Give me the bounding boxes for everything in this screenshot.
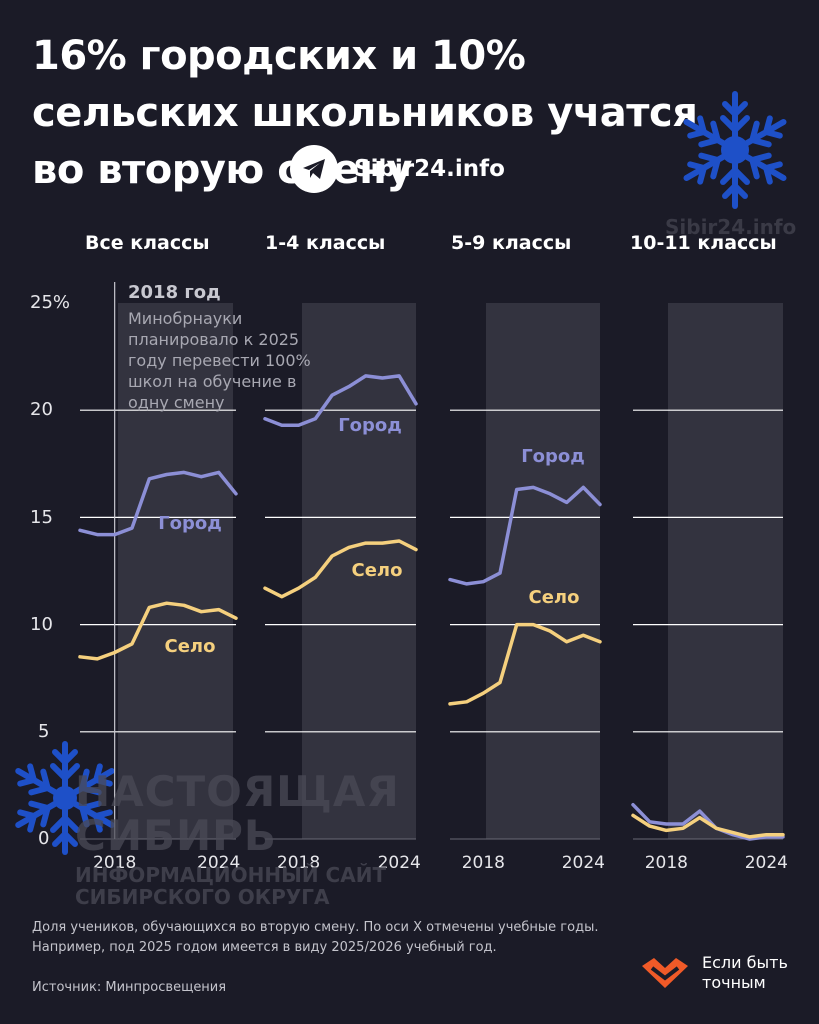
shaded-region bbox=[486, 303, 600, 839]
series-line-village bbox=[263, 539, 418, 599]
telegram-icon bbox=[290, 145, 338, 193]
series-label-city: Город bbox=[338, 415, 402, 436]
series-label-city: Город bbox=[521, 446, 585, 467]
series-label-village: Село bbox=[352, 560, 403, 581]
y-tick-10: 10 bbox=[30, 614, 53, 635]
panel-title-all: Все классы bbox=[85, 232, 210, 254]
y-tick-0: 0 bbox=[38, 828, 50, 849]
snowflake-icon bbox=[5, 741, 125, 858]
y-tick-5: 5 bbox=[38, 721, 50, 742]
watermark-line4: СИБИРСКОГО ОКРУГА bbox=[75, 885, 330, 909]
series-line-city bbox=[263, 374, 418, 427]
annotation-year: 2018 год bbox=[128, 282, 221, 303]
x-tick-label: 2024 bbox=[197, 853, 240, 873]
series-line-village bbox=[631, 813, 785, 839]
watermark-line1: НАСТОЯЩАЯ bbox=[75, 767, 400, 816]
y-tick-20: 20 bbox=[30, 399, 53, 420]
chart-title: 16% городских и 10% сельских школьников … bbox=[32, 33, 698, 193]
y-tick-25: 25% bbox=[30, 292, 71, 313]
panel-title-10-11: 10-11 классы bbox=[630, 232, 777, 254]
snowflake-icon bbox=[670, 91, 800, 210]
x-tick-label: 2024 bbox=[745, 853, 788, 873]
panel-title-1-4: 1-4 классы bbox=[265, 232, 386, 254]
brand[interactable]: Sibir24.info bbox=[290, 145, 505, 193]
series-line-city bbox=[448, 485, 602, 586]
annotation-text: Минобрнауки планировало к 2025 году пере… bbox=[128, 309, 311, 412]
x-tick-label: 2018 bbox=[277, 853, 320, 873]
source: Источник: Минпросвещения bbox=[32, 980, 227, 995]
series-label-village: Село bbox=[165, 636, 216, 657]
x-tick-label: 2018 bbox=[93, 853, 136, 873]
watermark-line2: СИБИРЬ bbox=[75, 811, 277, 860]
shaded-region bbox=[668, 303, 783, 839]
x-tick-label: 2024 bbox=[378, 853, 421, 873]
brand-watermark: Sibir24.info bbox=[665, 215, 797, 239]
footnote: Доля учеников, обучающихся во вторую сме… bbox=[32, 920, 599, 955]
series-label-city: Город bbox=[158, 513, 222, 534]
x-tick-label: 2024 bbox=[562, 853, 605, 873]
shaded-region bbox=[118, 303, 233, 839]
series-line-village bbox=[448, 622, 602, 706]
watermark: НАСТОЯЩАЯ СИБИРЬ ИНФОРМАЦИОННЫЙ САЙТ СИБ… bbox=[75, 767, 400, 909]
series-line-city bbox=[78, 470, 238, 537]
logo2-text: Если быть точным bbox=[702, 953, 788, 992]
brand-name: Sibir24.info bbox=[354, 156, 505, 182]
x-tick-label: 2018 bbox=[645, 853, 688, 873]
watermark-line3: ИНФОРМАЦИОННЫЙ САЙТ bbox=[75, 863, 387, 887]
panel-title-5-9: 5-9 классы bbox=[451, 232, 572, 254]
series-line-village bbox=[78, 601, 238, 661]
series-line-city bbox=[631, 802, 785, 841]
heart-chevron-icon bbox=[642, 958, 688, 988]
y-tick-15: 15 bbox=[30, 507, 53, 528]
series-label-village: Село bbox=[529, 587, 580, 608]
x-tick-label: 2018 bbox=[462, 853, 505, 873]
esli-byt-tochnym-logo[interactable]: Если быть точным bbox=[640, 953, 812, 993]
